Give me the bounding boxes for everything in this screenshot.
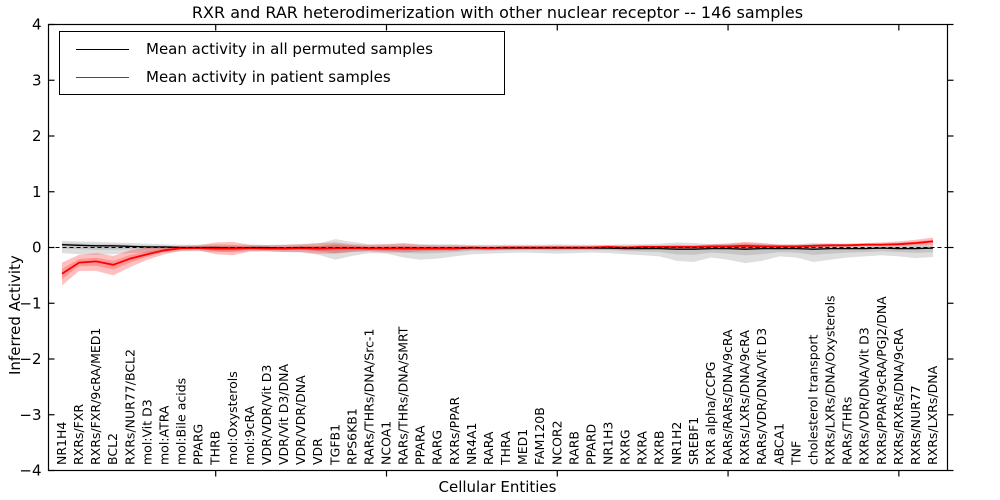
y-tick-label: −1: [19, 294, 41, 312]
x-category-label: THRA: [498, 431, 513, 466]
chart-title: RXR and RAR heterodimerization with othe…: [191, 3, 804, 22]
x-category-label: PPARA: [413, 425, 428, 465]
x-category-label: VDR/VDR/DNA: [293, 375, 308, 465]
x-category-label: RXRB: [652, 430, 667, 465]
x-category-label: RARs/RARs/DNA/9cRA: [720, 329, 735, 465]
legend-box: Mean activity in all permuted samples Me…: [59, 31, 505, 95]
x-category-label: VDR/VDR/Vit D3: [259, 365, 274, 465]
legend-label-patient: Mean activity in patient samples: [146, 68, 391, 86]
y-axis-label: Inferred Activity: [6, 255, 24, 375]
x-category-label: RARA: [481, 431, 496, 465]
x-category-label: RXRs/VDR/DNA/Vit D3: [857, 327, 872, 465]
x-category-label: RXRs/LXRs/DNA/Oxysterols: [823, 295, 838, 465]
x-category-label: RXRs/LXRs/DNA: [925, 365, 940, 465]
x-category-label: THRB: [208, 431, 223, 466]
legend-entry-permuted: Mean activity in all permuted samples: [60, 35, 504, 63]
x-category-label: NCOA1: [378, 421, 393, 465]
x-category-label: RXRs/FXR: [71, 404, 86, 465]
y-tick-label: 2: [32, 127, 42, 145]
x-axis-label: Cellular Entities: [438, 478, 557, 496]
x-category-label: NR1H4: [54, 422, 69, 465]
band-outer-series-1: [62, 237, 933, 286]
x-category-label: PPARG: [191, 424, 206, 465]
x-category-label: RPS6KB1: [344, 408, 359, 465]
x-category-label: RARB: [566, 431, 581, 465]
x-category-label: mol:9cRA: [242, 405, 257, 465]
x-category-label: ABCA1: [771, 423, 786, 465]
y-tick-label: 3: [32, 71, 42, 89]
x-category-label: RXR alpha/CCPG: [703, 362, 718, 465]
x-category-label: RARs/VDR/DNA/Vit D3: [754, 328, 769, 465]
x-category-label: RARs/THRs/DNA/SMRT: [396, 326, 411, 465]
legend-entry-patient: Mean activity in patient samples: [60, 63, 504, 91]
x-category-label: VDR: [310, 438, 325, 465]
y-tick-label: 1: [32, 183, 42, 201]
x-category-label: NCOR2: [549, 420, 564, 465]
y-tick-label: 4: [32, 16, 42, 34]
x-category-label: MED1: [515, 429, 530, 465]
legend-line-sample-permuted: [76, 48, 129, 50]
x-category-label: TGFB1: [327, 424, 342, 466]
x-category-label: mol:Vit D3: [139, 399, 154, 465]
y-tick-label: 0: [32, 239, 42, 257]
x-category-label: cholesterol transport: [805, 334, 820, 465]
x-category-label: RARG: [430, 430, 445, 465]
x-category-label: NR1H2: [669, 422, 684, 465]
x-category-label: mol:ATRA: [156, 405, 171, 465]
x-category-label: RARs/THRs: [840, 397, 855, 465]
legend-line-sample-patient: [76, 76, 129, 78]
x-category-label: SREBF1: [686, 417, 701, 465]
x-category-label: NR4A1: [464, 423, 479, 465]
y-tick-label: −4: [19, 462, 41, 480]
x-category-label: RXRs/PPAR: [447, 397, 462, 465]
x-category-label: TNF: [788, 441, 803, 466]
x-category-label: RXRs/NUR77/BCL2: [122, 349, 137, 465]
x-category-label: PPARD: [583, 424, 598, 465]
x-category-label: VDR/Vit D3/DNA: [276, 364, 291, 465]
x-category-label: mol:Oxysterols: [225, 371, 240, 465]
x-category-label: RXRG: [618, 429, 633, 465]
x-category-label: mol:Bile acids: [174, 378, 189, 465]
legend-label-permuted: Mean activity in all permuted samples: [146, 40, 433, 58]
band-outer-series-0: [62, 239, 933, 264]
x-category-label: BCL2: [105, 433, 120, 465]
y-tick-label: −2: [19, 350, 41, 368]
x-category-label: RXRs/LXRs/DNA/9cRA: [737, 330, 752, 465]
x-category-label: FAM120B: [532, 407, 547, 465]
x-category-label: RXRA: [635, 431, 650, 465]
x-category-label: RXRs/RXRs/DNA/9cRA: [891, 328, 906, 465]
x-category-label: RXRs/PPAR/9cRA/PGJ2/DNA: [874, 296, 889, 465]
x-category-label: RXRs/FXR/9cRA/MED1: [88, 328, 103, 465]
y-tick-label: −3: [19, 406, 41, 424]
x-category-label: RXRs/NUR77: [908, 385, 923, 465]
x-category-label: RARs/THRs/DNA/Src-1: [361, 329, 376, 465]
x-category-label: NR1H3: [601, 422, 616, 465]
band-inner-series-0: [62, 243, 933, 256]
